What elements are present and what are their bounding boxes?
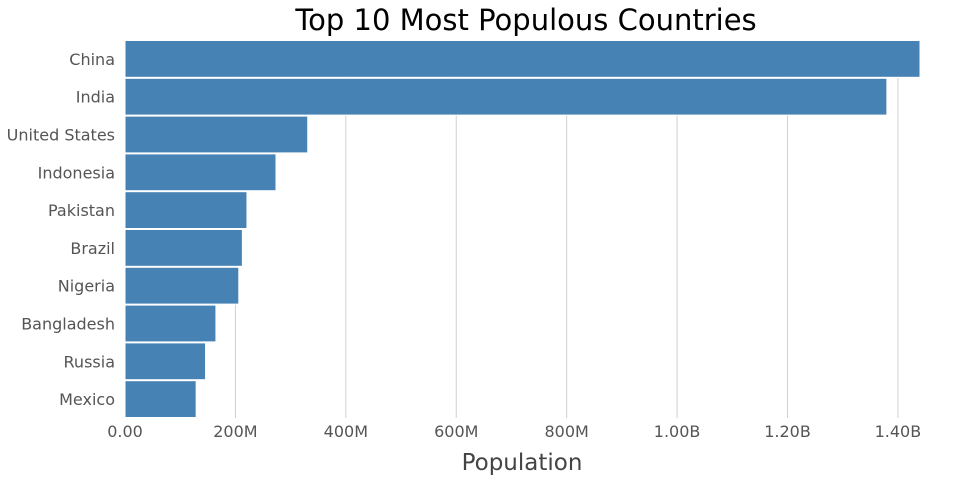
y-tick-label: China — [69, 50, 115, 69]
bar-india — [124, 77, 888, 116]
x-tick-label: 400M — [324, 422, 368, 441]
x-tick-label: 1.20B — [764, 422, 811, 441]
x-tick-label: 1.00B — [654, 422, 701, 441]
y-tick-label: Nigeria — [58, 277, 115, 296]
x-axis-label: Population — [462, 450, 583, 476]
bar-indonesia — [124, 153, 277, 192]
x-tick-label: 1.40B — [875, 422, 922, 441]
y-tick-label: United States — [7, 126, 115, 145]
x-tick-label: 600M — [434, 422, 478, 441]
bar-bangladesh — [124, 304, 217, 343]
bar-brazil — [124, 229, 243, 267]
y-axis-ticks: China India United States Indonesia Pakistan… — [7, 50, 115, 409]
y-tick-label: India — [76, 88, 115, 107]
x-tick-label: 200M — [213, 422, 257, 441]
bar-mexico — [124, 380, 197, 419]
y-tick-label: Russia — [64, 352, 115, 371]
y-tick-label: Pakistan — [48, 201, 115, 220]
bars — [124, 40, 921, 419]
y-tick-label: Bangladesh — [21, 315, 115, 334]
chart-title: Top 10 Most Populous Countries — [294, 3, 756, 37]
x-axis-ticks: 0.00 200M 400M 600M 800M 1.00B 1.20B 1.40B — [107, 422, 921, 441]
y-tick-label: Indonesia — [38, 163, 115, 182]
bar-china — [124, 40, 921, 78]
x-tick-label: 0.00 — [107, 422, 143, 441]
y-tick-label: Mexico — [59, 390, 115, 409]
bar-united-states — [124, 115, 309, 154]
bar-pakistan — [124, 191, 248, 229]
y-tick-label: Brazil — [70, 239, 115, 258]
x-tick-label: 800M — [544, 422, 588, 441]
bar-nigeria — [124, 266, 240, 305]
bar-russia — [124, 342, 207, 381]
